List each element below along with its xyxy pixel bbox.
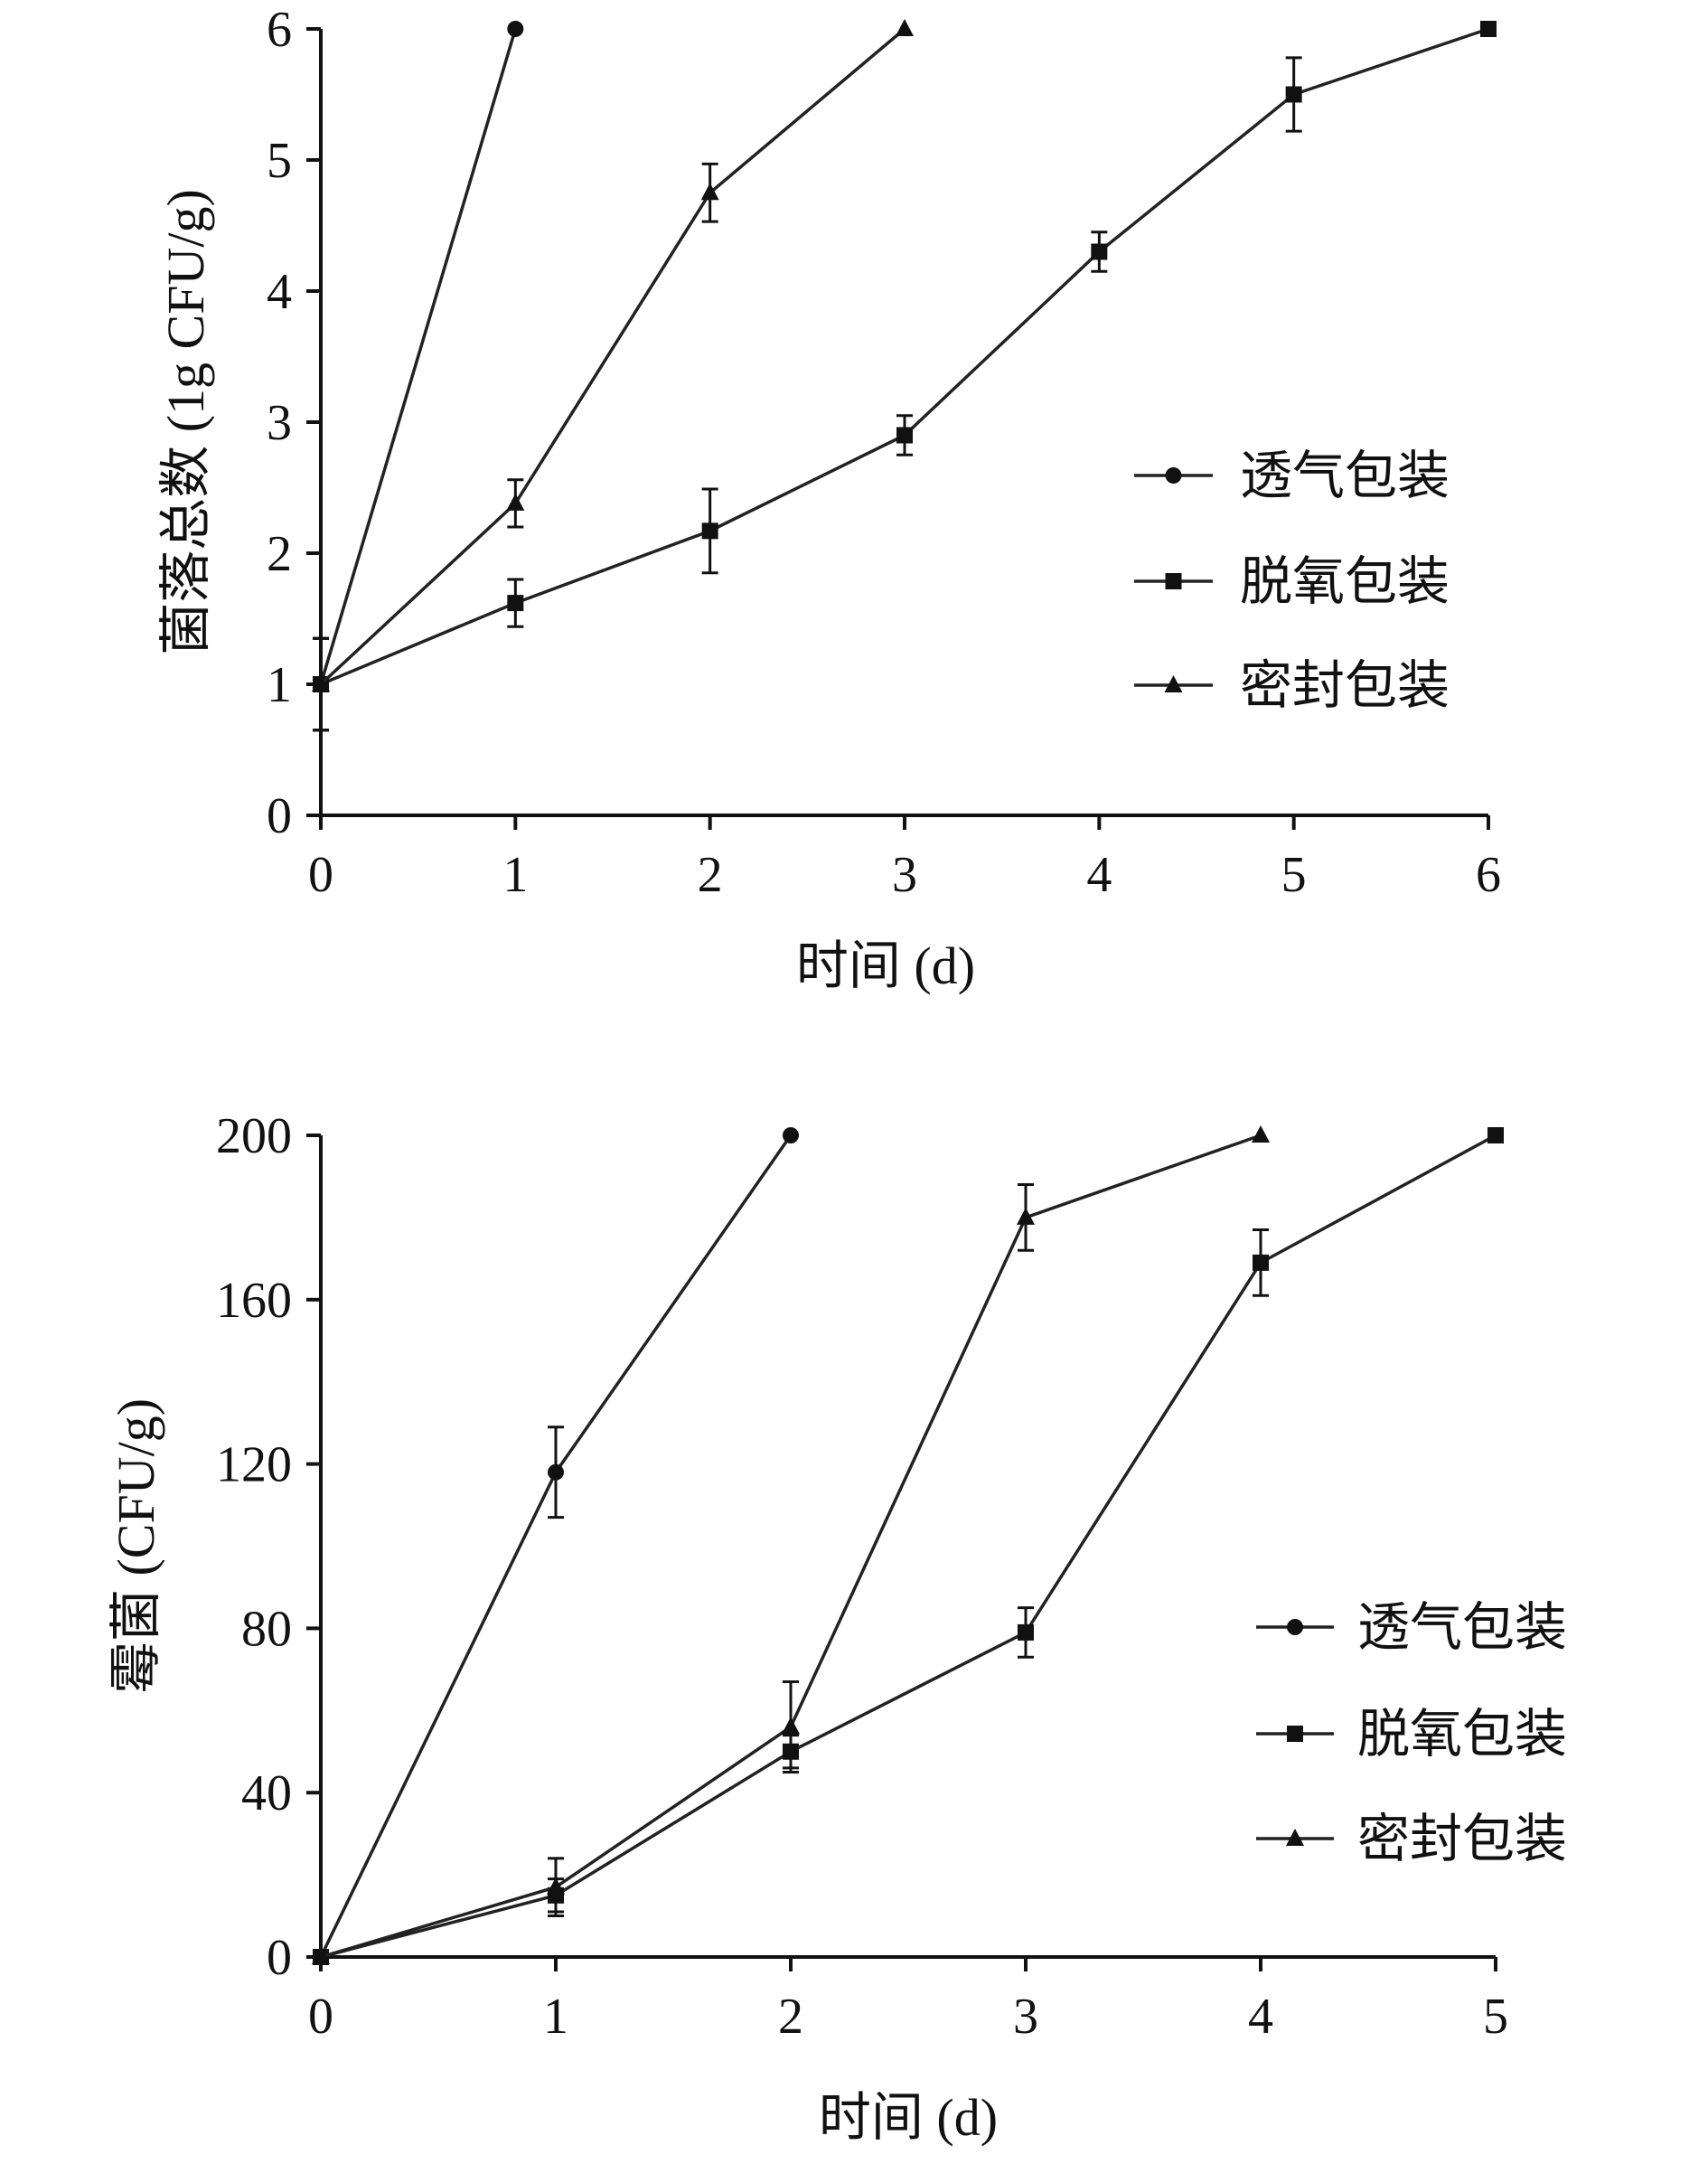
legend-label: 密封包装 [1240, 654, 1450, 716]
y-tick-label: 200 [216, 1108, 292, 1164]
legend-marker [1286, 1829, 1304, 1846]
legend-entry: 脱氧包装 [1256, 1703, 1567, 1764]
y-tick-label: 120 [216, 1437, 292, 1493]
y-axis-label: 菌落总数 (1g CFU/g) [156, 189, 215, 655]
y-tick-label: 1 [267, 657, 292, 713]
data-point [896, 19, 914, 36]
y-tick-label: 6 [267, 2, 292, 58]
data-point [312, 674, 330, 692]
x-tick-label: 2 [698, 847, 723, 903]
legend-marker [1165, 573, 1182, 589]
data-point [1285, 86, 1302, 103]
data-point [896, 427, 913, 444]
y-tick-label: 5 [267, 133, 292, 189]
data-point [312, 1947, 330, 1964]
data-point [507, 21, 524, 37]
x-tick-label: 4 [1086, 847, 1112, 903]
series-triangle [312, 1125, 1270, 1964]
series-line [320, 1134, 1262, 1959]
legend-marker [1164, 675, 1183, 692]
series-line [319, 1134, 793, 1958]
series-square [313, 21, 1497, 732]
x-axis-label: 时间 (d) [796, 936, 975, 995]
y-tick-label: 4 [267, 264, 292, 320]
mold-count-chart: 0 40 80 120 160 200 0 1 2 3 4 5 时间 (d) 霉菌 (CFU/g) 透气包装… [107, 1108, 1567, 2147]
data-point [1253, 1254, 1269, 1271]
data-point [1487, 1127, 1504, 1143]
legend-label: 脱氧包装 [1357, 1703, 1567, 1764]
x-tick-label: 1 [502, 847, 528, 903]
data-point [507, 595, 524, 612]
data-point [701, 522, 718, 540]
x-tick-label: 0 [308, 847, 333, 903]
legend-marker [1287, 1726, 1303, 1742]
y-axis-label: 霉菌 (CFU/g) [107, 1398, 165, 1694]
data-point [506, 493, 525, 511]
legend-marker [1165, 467, 1182, 484]
x-tick-label: 4 [1248, 1989, 1273, 2045]
data-point [548, 1463, 564, 1481]
legend-label: 脱氧包装 [1240, 550, 1450, 612]
data-point [1017, 1207, 1035, 1225]
data-point [1091, 243, 1108, 260]
y-tick-label: 80 [241, 1601, 292, 1657]
legend-label: 密封包装 [1357, 1808, 1567, 1869]
x-tick-label: 2 [778, 1989, 803, 2045]
x-axis-label: 时间 (d) [819, 2088, 998, 2147]
y-tick-label: 3 [267, 395, 292, 451]
x-tick-label: 5 [1483, 1989, 1508, 2045]
data-point [547, 1877, 565, 1895]
legend-entry: 脱氧包装 [1134, 550, 1450, 612]
series-line [319, 27, 906, 686]
legend-label: 透气包装 [1240, 445, 1450, 506]
data-point [783, 1127, 799, 1143]
legend-entry: 密封包装 [1256, 1808, 1567, 1869]
data-point [782, 1717, 800, 1735]
series-line [319, 28, 518, 685]
series-line [320, 1134, 1497, 1959]
y-tick-label: 160 [216, 1273, 292, 1329]
x-tick-label: 5 [1281, 847, 1307, 903]
x-tick-label: 3 [892, 847, 917, 903]
data-point [1480, 21, 1497, 37]
legend-entry: 透气包装 [1256, 1596, 1567, 1658]
total-colony-count-chart: 0 1 2 3 4 5 6 0 1 2 3 4 5 6 时间 (d) 菌落总数 (1g CFU/g) 透气包装脱… [156, 2, 1501, 995]
data-point [700, 183, 719, 201]
legend-marker [1287, 1619, 1303, 1635]
y-tick-label: 0 [267, 788, 292, 844]
legend-entry: 透气包装 [1134, 445, 1450, 506]
legend-entry: 密封包装 [1134, 654, 1450, 716]
data-point [1018, 1623, 1034, 1641]
y-tick-label: 0 [267, 1930, 292, 1986]
series-circle [313, 21, 524, 732]
series-circle [313, 1127, 799, 1965]
data-point [1252, 1125, 1270, 1143]
series-triangle [312, 19, 914, 732]
legend-label: 透气包装 [1357, 1596, 1567, 1658]
x-tick-label: 1 [543, 1989, 568, 2045]
y-tick-label: 40 [241, 1765, 292, 1821]
x-tick-label: 6 [1476, 847, 1501, 903]
x-tick-label: 3 [1013, 1989, 1038, 2045]
x-tick-label: 0 [308, 1989, 333, 2045]
y-tick-label: 2 [267, 526, 292, 582]
